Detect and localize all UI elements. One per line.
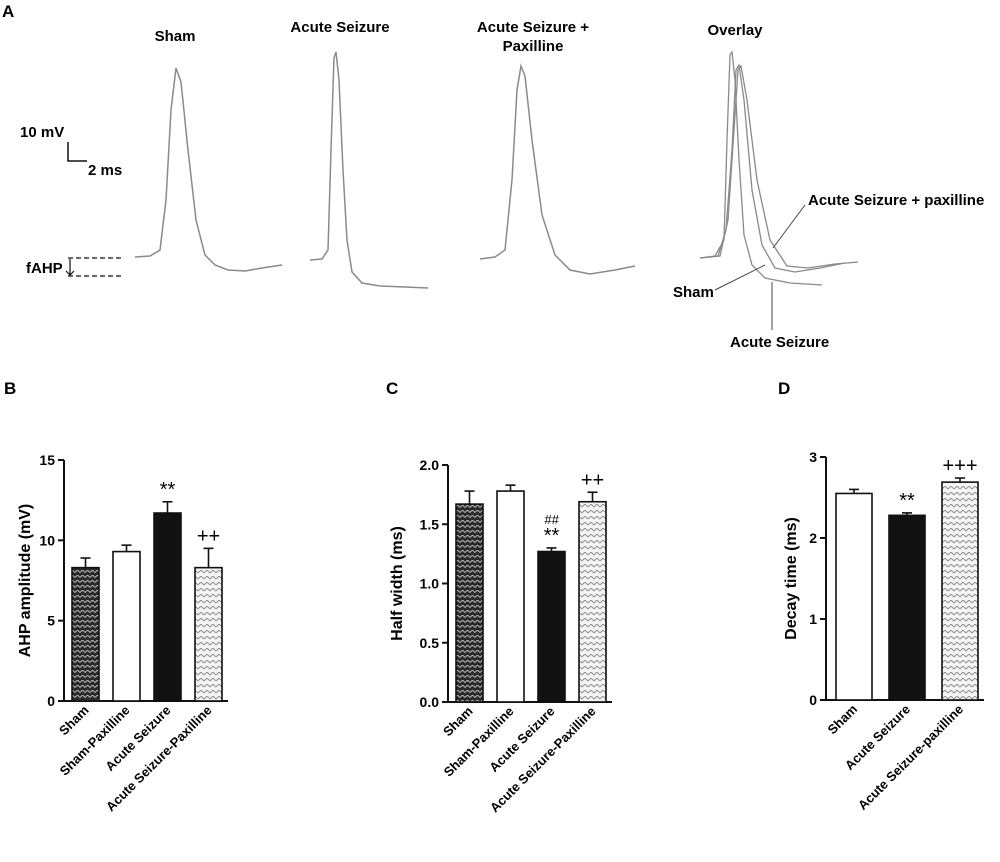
overlay-pointer-sham [714,264,766,291]
y-tick-label: 10 [39,532,55,548]
significance-mark-secondary: ## [544,512,559,527]
overlay-trace-acute-seizure [699,50,823,286]
bar [455,503,484,703]
bar [537,550,566,703]
significance-mark: ** [160,479,176,501]
scale-voltage-label: 10 mV [20,124,64,141]
overlay-label-acute-seizure: Acute Seizure [730,334,829,351]
y-axis-title: Decay time (ms) [783,517,800,640]
bar [578,500,607,703]
overlay-label-paxilline: Acute Seizure + paxilline [808,192,984,209]
chart-ahp-amplitude: 0 5 10 15 AHP amplitude (mV) ShamSham-Paxilli… [17,452,228,814]
trace-sham [134,67,283,272]
y-tick-label: 1 [809,611,817,627]
scale-time-label: 2 ms [88,162,122,179]
category-label: Sham-Paxilline [441,704,517,780]
bar [112,550,141,702]
bar [835,492,873,701]
overlay-pointer-paxilline [772,204,806,249]
panel-d-letter: D [778,379,790,398]
overlay-trace-sham [699,63,846,273]
trace-acute-seizure-paxilline [479,63,636,275]
trace-title-paxilline-line1: Acute Seizure + [477,19,589,36]
y-tick-label: 1.0 [420,576,440,592]
y-tick-label: 15 [39,452,55,468]
y-tick-label: 0.0 [420,694,440,710]
y-tick-label: 2.0 [420,457,440,473]
bar [71,566,100,702]
bar [496,490,525,703]
significance-mark: ++ [197,525,220,547]
y-tick-label: 0 [809,692,817,708]
y-tick-label: 1.5 [420,516,440,532]
scale-bar [67,142,87,162]
chart-half-width: 0.0 0.5 1.0 1.5 2.0 Half width (ms) ShamSham-P… [389,457,612,815]
category-label: Sham [56,703,92,739]
y-tick-label: 2 [809,530,817,546]
trace-title-sham: Sham [155,28,196,45]
category-label: Acute Seizure-paxilline [855,702,966,813]
fahp-bracket [65,259,75,276]
bar [941,481,979,701]
significance-mark: ** [544,525,560,547]
trace-acute-seizure [309,51,429,289]
significance-mark: +++ [942,455,977,477]
trace-title-paxilline-line2: Paxilline [503,38,564,55]
bar [194,566,223,702]
y-axis-title: Half width (ms) [389,526,406,641]
overlay-label-sham: Sham [673,284,714,301]
panel-b-letter: B [4,379,16,398]
y-tick-label: 3 [809,449,817,465]
y-tick-label: 0.5 [420,635,440,651]
category-label: Sham [824,702,860,738]
y-tick-label: 0 [47,693,55,709]
bar [888,514,926,701]
category-label: Sham-Paxilline [57,703,133,779]
trace-title-acute-seizure: Acute Seizure [290,19,389,36]
panel-a-letter: A [2,2,14,21]
fahp-label: fAHP [26,260,63,277]
significance-mark: ++ [581,469,604,491]
y-axis-title: AHP amplitude (mV) [17,504,34,658]
bar [153,512,182,702]
y-tick-label: 5 [47,613,55,629]
panel-c-letter: C [386,379,398,398]
category-label: Sham [440,704,476,740]
trace-title-overlay: Overlay [707,22,763,39]
overlay-trace-paxilline [699,64,859,269]
significance-mark: ** [899,490,915,512]
